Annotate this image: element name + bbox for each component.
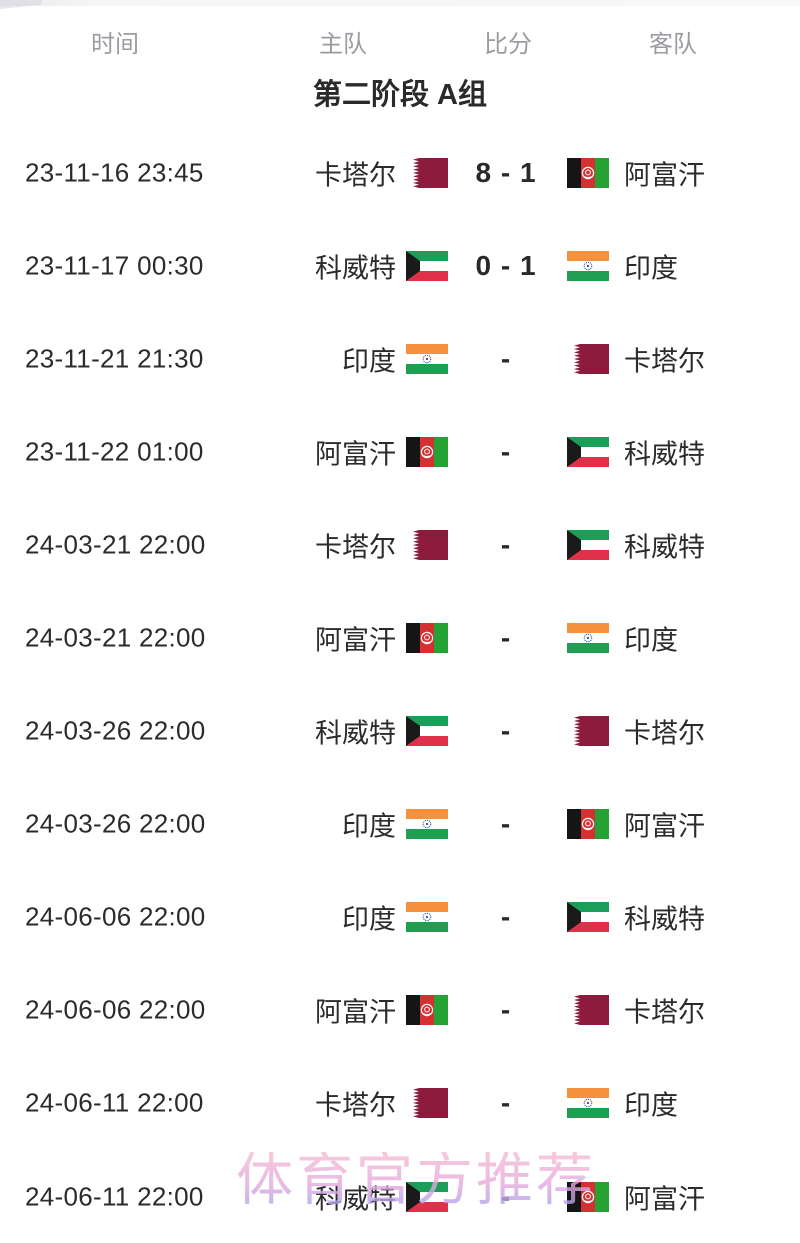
home-team-name: 印度 [342,811,396,842]
match-row[interactable]: 24-06-11 22:00 科威特 - 阿富汗 [0,1150,800,1243]
home-team-name: 阿富汗 [315,997,396,1028]
match-score: - [500,994,512,1026]
qatar-flag-icon [406,529,448,560]
home-team-name: 卡塔尔 [315,532,396,563]
qatar-flag-icon [567,995,609,1026]
away-team-name: 卡塔尔 [624,346,705,377]
match-score: - [500,528,512,560]
home-team-name: 阿富汗 [315,625,396,656]
group-stage-title: 第二阶段 A组 [312,79,488,111]
match-score: 8 - 1 [475,156,537,188]
home-team-name: 印度 [342,346,396,377]
match-score: - [500,1087,512,1119]
column-header-score: 比分 [484,31,532,58]
home-team-name: 阿富汗 [315,439,396,470]
home-team-name: 卡塔尔 [315,1090,396,1121]
away-team-name: 印度 [624,1090,678,1121]
home-team-name: 科威特 [315,1184,396,1215]
match-row[interactable]: 24-03-21 22:00 阿富汗 - 印度 [0,591,800,684]
kuwait-flag-icon [406,716,448,747]
away-team-name: 阿富汗 [624,1184,705,1215]
kuwait-flag-icon [406,250,448,281]
match-time: 23-11-22 01:00 [25,436,204,467]
match-row[interactable]: 24-03-26 22:00 科威特 - 卡塔尔 [0,685,800,778]
away-team-name: 科威特 [624,904,705,935]
kuwait-flag-icon [567,436,609,467]
column-header-time: 时间 [91,31,139,58]
away-team-name: 印度 [624,253,678,284]
india-flag-icon [406,902,448,933]
match-time: 23-11-17 00:30 [25,250,204,281]
qatar-flag-icon [406,157,448,188]
match-score: - [500,1180,512,1212]
away-team-name: 卡塔尔 [624,997,705,1028]
away-team-name: 卡塔尔 [624,718,705,749]
match-list: 23-11-16 23:45 卡塔尔 8 - 1 阿富汗 23-11-17 00… [0,126,800,1243]
match-time: 24-06-11 22:00 [25,1087,204,1118]
india-flag-icon [406,343,448,374]
match-row[interactable]: 23-11-17 00:30 科威特 0 - 1 印度 [0,219,800,312]
match-time: 24-06-06 22:00 [25,994,206,1025]
home-team-name: 科威特 [315,718,396,749]
column-header-away: 客队 [649,31,697,58]
india-flag-icon [567,250,609,281]
home-team-name: 科威特 [315,253,396,284]
match-score: - [500,715,512,747]
afghanistan-flag-icon [406,995,448,1026]
india-flag-icon [406,809,448,840]
match-time: 24-03-21 22:00 [25,529,206,560]
match-score: - [500,901,512,933]
qatar-flag-icon [567,343,609,374]
match-row[interactable]: 24-06-06 22:00 阿富汗 - 卡塔尔 [0,964,800,1057]
kuwait-flag-icon [406,1181,448,1212]
match-time: 24-03-26 22:00 [25,808,206,839]
match-row[interactable]: 23-11-22 01:00 阿富汗 - 科威特 [0,405,800,498]
match-score: - [500,435,512,467]
match-row[interactable]: 23-11-21 21:30 印度 - 卡塔尔 [0,312,800,405]
match-time: 24-03-21 22:00 [25,622,206,653]
away-team-name: 印度 [624,625,678,656]
kuwait-flag-icon [567,529,609,560]
match-row[interactable]: 24-03-21 22:00 卡塔尔 - 科威特 [0,498,800,591]
match-time: 24-06-06 22:00 [25,901,206,932]
match-time: 24-06-11 22:00 [25,1181,204,1212]
afghanistan-flag-icon [406,436,448,467]
away-team-name: 科威特 [624,532,705,563]
match-time: 24-03-26 22:00 [25,715,206,746]
match-row[interactable]: 24-03-26 22:00 印度 - 阿富汗 [0,778,800,871]
qatar-flag-icon [567,716,609,747]
qatar-flag-icon [406,1088,448,1119]
column-header-home: 主队 [319,31,367,58]
kuwait-flag-icon [567,902,609,933]
afghanistan-flag-icon [406,623,448,654]
home-team-name: 印度 [342,904,396,935]
match-row[interactable]: 24-06-06 22:00 印度 - 科威特 [0,871,800,964]
match-score: 0 - 1 [475,249,537,281]
india-flag-icon [567,1088,609,1119]
match-time: 23-11-21 21:30 [25,343,204,374]
afghanistan-flag-icon [567,157,609,188]
home-team-name: 卡塔尔 [315,160,396,191]
match-score: - [500,342,512,374]
match-row[interactable]: 23-11-16 23:45 卡塔尔 8 - 1 阿富汗 [0,126,800,219]
india-flag-icon [567,623,609,654]
top-edge-strip [0,0,800,6]
match-time: 23-11-16 23:45 [25,157,204,188]
afghanistan-flag-icon [567,1181,609,1212]
match-row[interactable]: 24-06-11 22:00 卡塔尔 - 印度 [0,1057,800,1150]
afghanistan-flag-icon [567,809,609,840]
away-team-name: 科威特 [624,439,705,470]
match-score: - [500,808,512,840]
match-score: - [500,622,512,654]
away-team-name: 阿富汗 [624,160,705,191]
away-team-name: 阿富汗 [624,811,705,842]
